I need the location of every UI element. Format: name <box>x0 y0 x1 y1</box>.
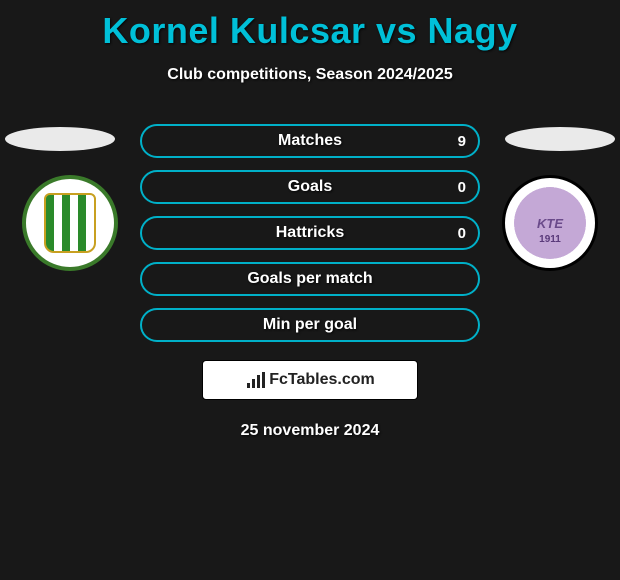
stat-row-matches: Matches 9 <box>140 124 480 158</box>
branding-badge: FcTables.com <box>202 360 418 400</box>
branding-text: FcTables.com <box>269 371 375 389</box>
stat-label: Goals per match <box>247 270 372 288</box>
bars-icon <box>245 372 265 388</box>
stat-row-hattricks: Hattricks 0 <box>140 216 480 250</box>
stat-row-goals: Goals 0 <box>140 170 480 204</box>
stats-block: Matches 9 Goals 0 Hattricks 0 Goals per … <box>0 124 620 342</box>
stat-label: Matches <box>278 132 342 150</box>
comparison-card: Kornel Kulcsar vs Nagy Club competitions… <box>0 0 620 580</box>
stat-row-min-per-goal: Min per goal <box>140 308 480 342</box>
page-title: Kornel Kulcsar vs Nagy <box>0 0 620 52</box>
stat-label: Goals <box>288 178 332 196</box>
stat-row-goals-per-match: Goals per match <box>140 262 480 296</box>
date-label: 25 november 2024 <box>0 422 620 440</box>
stat-right-value: 0 <box>458 225 466 242</box>
stat-label: Min per goal <box>263 316 357 334</box>
stat-right-value: 9 <box>458 133 466 150</box>
stats-rows: Matches 9 Goals 0 Hattricks 0 Goals per … <box>140 124 480 342</box>
stat-label: Hattricks <box>276 224 344 242</box>
subtitle: Club competitions, Season 2024/2025 <box>0 66 620 84</box>
stat-right-value: 0 <box>458 179 466 196</box>
